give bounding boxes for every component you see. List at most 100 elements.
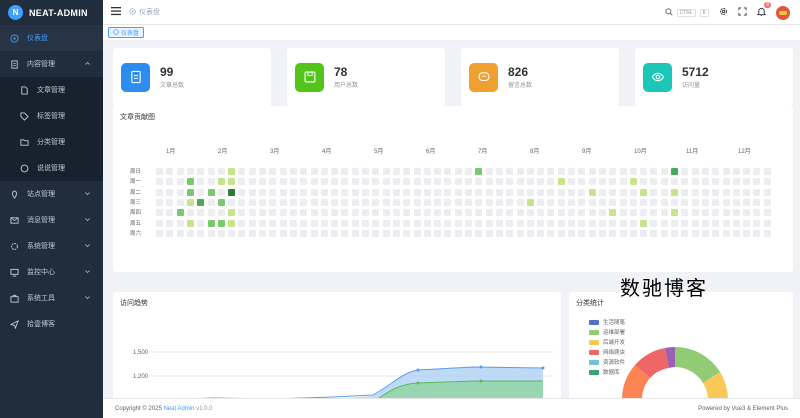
heatmap-cell[interactable] xyxy=(300,229,308,237)
heatmap-cell[interactable] xyxy=(207,168,215,175)
heatmap-cell[interactable] xyxy=(650,178,658,186)
heatmap-cell[interactable] xyxy=(763,178,771,186)
sidebar-item-4[interactable]: 分类管理 xyxy=(0,129,103,155)
heatmap-cell[interactable] xyxy=(351,198,359,206)
heatmap-cell[interactable] xyxy=(609,219,617,227)
heatmap-cell[interactable] xyxy=(660,198,668,206)
data-point[interactable] xyxy=(416,368,420,372)
heatmap-cell[interactable] xyxy=(495,209,503,217)
heatmap-cell[interactable] xyxy=(568,168,575,175)
heatmap-cell[interactable] xyxy=(310,188,318,196)
heatmap-cell[interactable] xyxy=(671,229,678,237)
heatmap-cell[interactable] xyxy=(186,188,194,196)
heatmap-cell[interactable] xyxy=(537,209,545,217)
sidebar-item-0[interactable]: 仪表盘 xyxy=(0,25,103,51)
heatmap-cell[interactable] xyxy=(681,229,689,237)
heatmap-cell[interactable] xyxy=(598,198,606,206)
heatmap-cell[interactable] xyxy=(392,178,400,186)
heatmap-cell[interactable] xyxy=(640,198,648,206)
heatmap-cell[interactable] xyxy=(609,198,617,206)
heatmap-cell[interactable] xyxy=(331,198,339,206)
heatmap-cell[interactable] xyxy=(320,188,328,196)
heatmap-cell[interactable] xyxy=(588,209,596,217)
heatmap-cell[interactable] xyxy=(526,219,534,227)
heatmap-cell[interactable] xyxy=(609,209,617,217)
menu-toggle-icon[interactable] xyxy=(111,6,121,18)
heatmap-cell[interactable] xyxy=(238,219,246,227)
heatmap-cell[interactable] xyxy=(578,229,586,237)
avatar[interactable] xyxy=(776,5,790,20)
heatmap-cell[interactable] xyxy=(609,178,617,186)
heatmap-cell[interactable] xyxy=(722,168,730,175)
heatmap-cell[interactable] xyxy=(269,188,277,196)
heatmap-cell[interactable] xyxy=(156,229,163,237)
heatmap-cell[interactable] xyxy=(578,209,586,217)
heatmap-cell[interactable] xyxy=(660,188,668,196)
heatmap-cell[interactable] xyxy=(186,168,194,175)
heatmap-cell[interactable] xyxy=(423,229,431,237)
heatmap-cell[interactable] xyxy=(269,219,277,227)
heatmap-cell[interactable] xyxy=(176,168,184,175)
heatmap-cell[interactable] xyxy=(495,219,503,227)
heatmap-cell[interactable] xyxy=(269,178,277,186)
heatmap-cell[interactable] xyxy=(588,229,596,237)
heatmap-cell[interactable] xyxy=(568,188,575,196)
heatmap-cell[interactable] xyxy=(537,168,545,175)
heatmap-cell[interactable] xyxy=(279,178,287,186)
heatmap-cell[interactable] xyxy=(259,168,266,175)
heatmap-cell[interactable] xyxy=(228,178,236,186)
heatmap-cell[interactable] xyxy=(434,198,442,206)
heatmap-cell[interactable] xyxy=(289,209,297,217)
heatmap-cell[interactable] xyxy=(732,168,740,175)
heatmap-cell[interactable] xyxy=(341,229,349,237)
heatmap-cell[interactable] xyxy=(712,219,720,227)
heatmap-cell[interactable] xyxy=(300,188,308,196)
heatmap-cell[interactable] xyxy=(743,209,751,217)
heatmap-cell[interactable] xyxy=(743,168,751,175)
heatmap-cell[interactable] xyxy=(156,178,163,186)
heatmap-cell[interactable] xyxy=(691,229,699,237)
heatmap-cell[interactable] xyxy=(537,178,545,186)
heatmap-cell[interactable] xyxy=(495,229,503,237)
heatmap-cell[interactable] xyxy=(351,229,359,237)
heatmap-cell[interactable] xyxy=(753,168,761,175)
heatmap-cell[interactable] xyxy=(228,188,236,196)
heatmap-cell[interactable] xyxy=(465,188,472,196)
heatmap-cell[interactable] xyxy=(362,219,369,227)
heatmap-cell[interactable] xyxy=(186,209,194,217)
heatmap-cell[interactable] xyxy=(547,188,555,196)
heatmap-cell[interactable] xyxy=(341,188,349,196)
heatmap-cell[interactable] xyxy=(444,168,452,175)
sidebar-item-11[interactable]: 拾壹博客 xyxy=(0,311,103,337)
heatmap-cell[interactable] xyxy=(403,188,411,196)
heatmap-cell[interactable] xyxy=(701,178,709,186)
notification-button[interactable]: 8 xyxy=(756,2,771,18)
sidebar-item-10[interactable]: 系统工具 xyxy=(0,285,103,311)
heatmap-cell[interactable] xyxy=(331,168,339,175)
heatmap-cell[interactable] xyxy=(629,168,637,175)
heatmap-cell[interactable] xyxy=(475,198,483,206)
heatmap-cell[interactable] xyxy=(186,178,194,186)
heatmap-cell[interactable] xyxy=(382,198,390,206)
heatmap-cell[interactable] xyxy=(403,219,411,227)
heatmap-cell[interactable] xyxy=(320,168,328,175)
heatmap-cell[interactable] xyxy=(392,229,400,237)
heatmap-cell[interactable] xyxy=(743,178,751,186)
heatmap-cell[interactable] xyxy=(691,198,699,206)
heatmap-cell[interactable] xyxy=(403,209,411,217)
heatmap-cell[interactable] xyxy=(362,168,369,175)
heatmap-cell[interactable] xyxy=(475,178,483,186)
heatmap-cell[interactable] xyxy=(557,168,565,175)
heatmap-cell[interactable] xyxy=(197,229,205,237)
heatmap-cell[interactable] xyxy=(537,219,545,227)
heatmap-cell[interactable] xyxy=(454,229,462,237)
heatmap-cell[interactable] xyxy=(465,219,472,227)
heatmap-cell[interactable] xyxy=(176,188,184,196)
heatmap-cell[interactable] xyxy=(732,229,740,237)
data-point[interactable] xyxy=(479,379,483,383)
heatmap-cell[interactable] xyxy=(640,188,648,196)
heatmap-cell[interactable] xyxy=(506,229,514,237)
heatmap-cell[interactable] xyxy=(289,219,297,227)
heatmap-cell[interactable] xyxy=(259,198,266,206)
heatmap-cell[interactable] xyxy=(197,209,205,217)
